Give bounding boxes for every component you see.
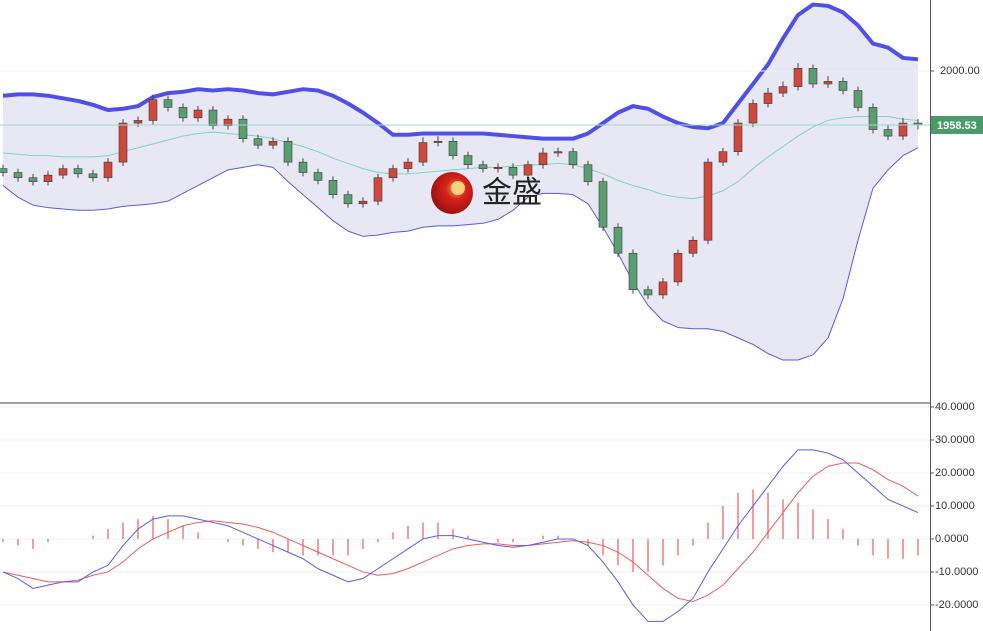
candle-body — [493, 167, 503, 169]
candle-body — [223, 118, 233, 126]
candle-body — [718, 151, 728, 163]
candle-body — [328, 180, 338, 195]
candle-body — [163, 99, 173, 108]
candle-body — [388, 168, 398, 179]
watermark-text: 金盛 — [482, 176, 542, 211]
candle-body — [0, 168, 8, 173]
y-tick-label: -10.0000 — [935, 566, 978, 578]
y-tick-label: 2000.00 — [940, 65, 980, 77]
candle-body — [523, 164, 533, 176]
candle-body — [778, 86, 788, 94]
candle-body — [733, 122, 743, 152]
candle-body — [853, 90, 863, 108]
candle-body — [628, 252, 638, 291]
band-lower — [2, 147, 919, 361]
last-price-label: 1958.53 — [937, 120, 977, 132]
candle-body — [463, 155, 473, 166]
candle-body — [58, 168, 68, 176]
candle-body — [583, 164, 593, 182]
candle-body — [103, 161, 113, 179]
candle-body — [148, 99, 158, 121]
candle-body — [118, 122, 128, 163]
candle-body — [883, 129, 893, 137]
candle-body — [538, 152, 548, 166]
candle-body — [763, 92, 773, 104]
candle-body — [418, 142, 428, 163]
y-tick-label: 30.0000 — [935, 434, 975, 446]
y-tick-label: 10.0000 — [935, 500, 975, 512]
candle-body — [43, 174, 53, 182]
candle-body — [298, 161, 308, 173]
candle-body — [373, 177, 383, 202]
candle-body — [253, 138, 263, 146]
candle-body — [343, 194, 353, 205]
candle-body — [448, 140, 458, 156]
candle-body — [508, 167, 518, 176]
last-price-tag — [931, 115, 983, 134]
candle-body — [658, 281, 668, 296]
candle-body — [613, 226, 623, 254]
candle-body — [283, 140, 293, 163]
candle-body — [133, 120, 143, 124]
candle-body — [478, 164, 488, 169]
candle-body — [28, 177, 38, 182]
band-middle — [2, 116, 919, 200]
candle-body — [898, 122, 908, 137]
candle-body — [553, 151, 563, 154]
logo-dot — [451, 181, 465, 195]
candle-body — [193, 109, 203, 119]
candle-body — [568, 151, 578, 166]
watermark: 金盛 — [431, 172, 542, 214]
candle-body — [433, 140, 443, 143]
candle-body — [88, 173, 98, 179]
candle-body — [808, 68, 818, 85]
dea-line — [2, 462, 919, 603]
candle-body — [598, 181, 608, 228]
candle-body — [268, 140, 278, 146]
candle-body — [13, 172, 23, 179]
candle-body — [838, 81, 848, 91]
candle-body — [313, 172, 323, 181]
candle-body — [823, 81, 833, 85]
y-tick-label: 20.0000 — [935, 467, 975, 479]
y-tick-label: 0.0000 — [935, 533, 969, 545]
candle-body — [748, 103, 758, 124]
candle-body — [703, 161, 713, 241]
candle-body — [868, 107, 878, 130]
candle-body — [643, 289, 653, 296]
candle-body — [793, 68, 803, 87]
logo-circle — [431, 172, 473, 214]
candle-body — [673, 252, 683, 283]
candle-body — [73, 168, 83, 175]
y-tick-label: 40.0000 — [935, 401, 975, 413]
candle-body — [358, 200, 368, 205]
candle-body — [208, 109, 218, 126]
candle-body — [178, 107, 188, 119]
band-upper — [2, 2, 919, 141]
dif-line — [2, 449, 919, 622]
candle-body — [238, 118, 248, 139]
candle-body — [688, 239, 698, 254]
candle-body — [403, 161, 413, 169]
y-tick-label: -20.0000 — [935, 599, 978, 611]
